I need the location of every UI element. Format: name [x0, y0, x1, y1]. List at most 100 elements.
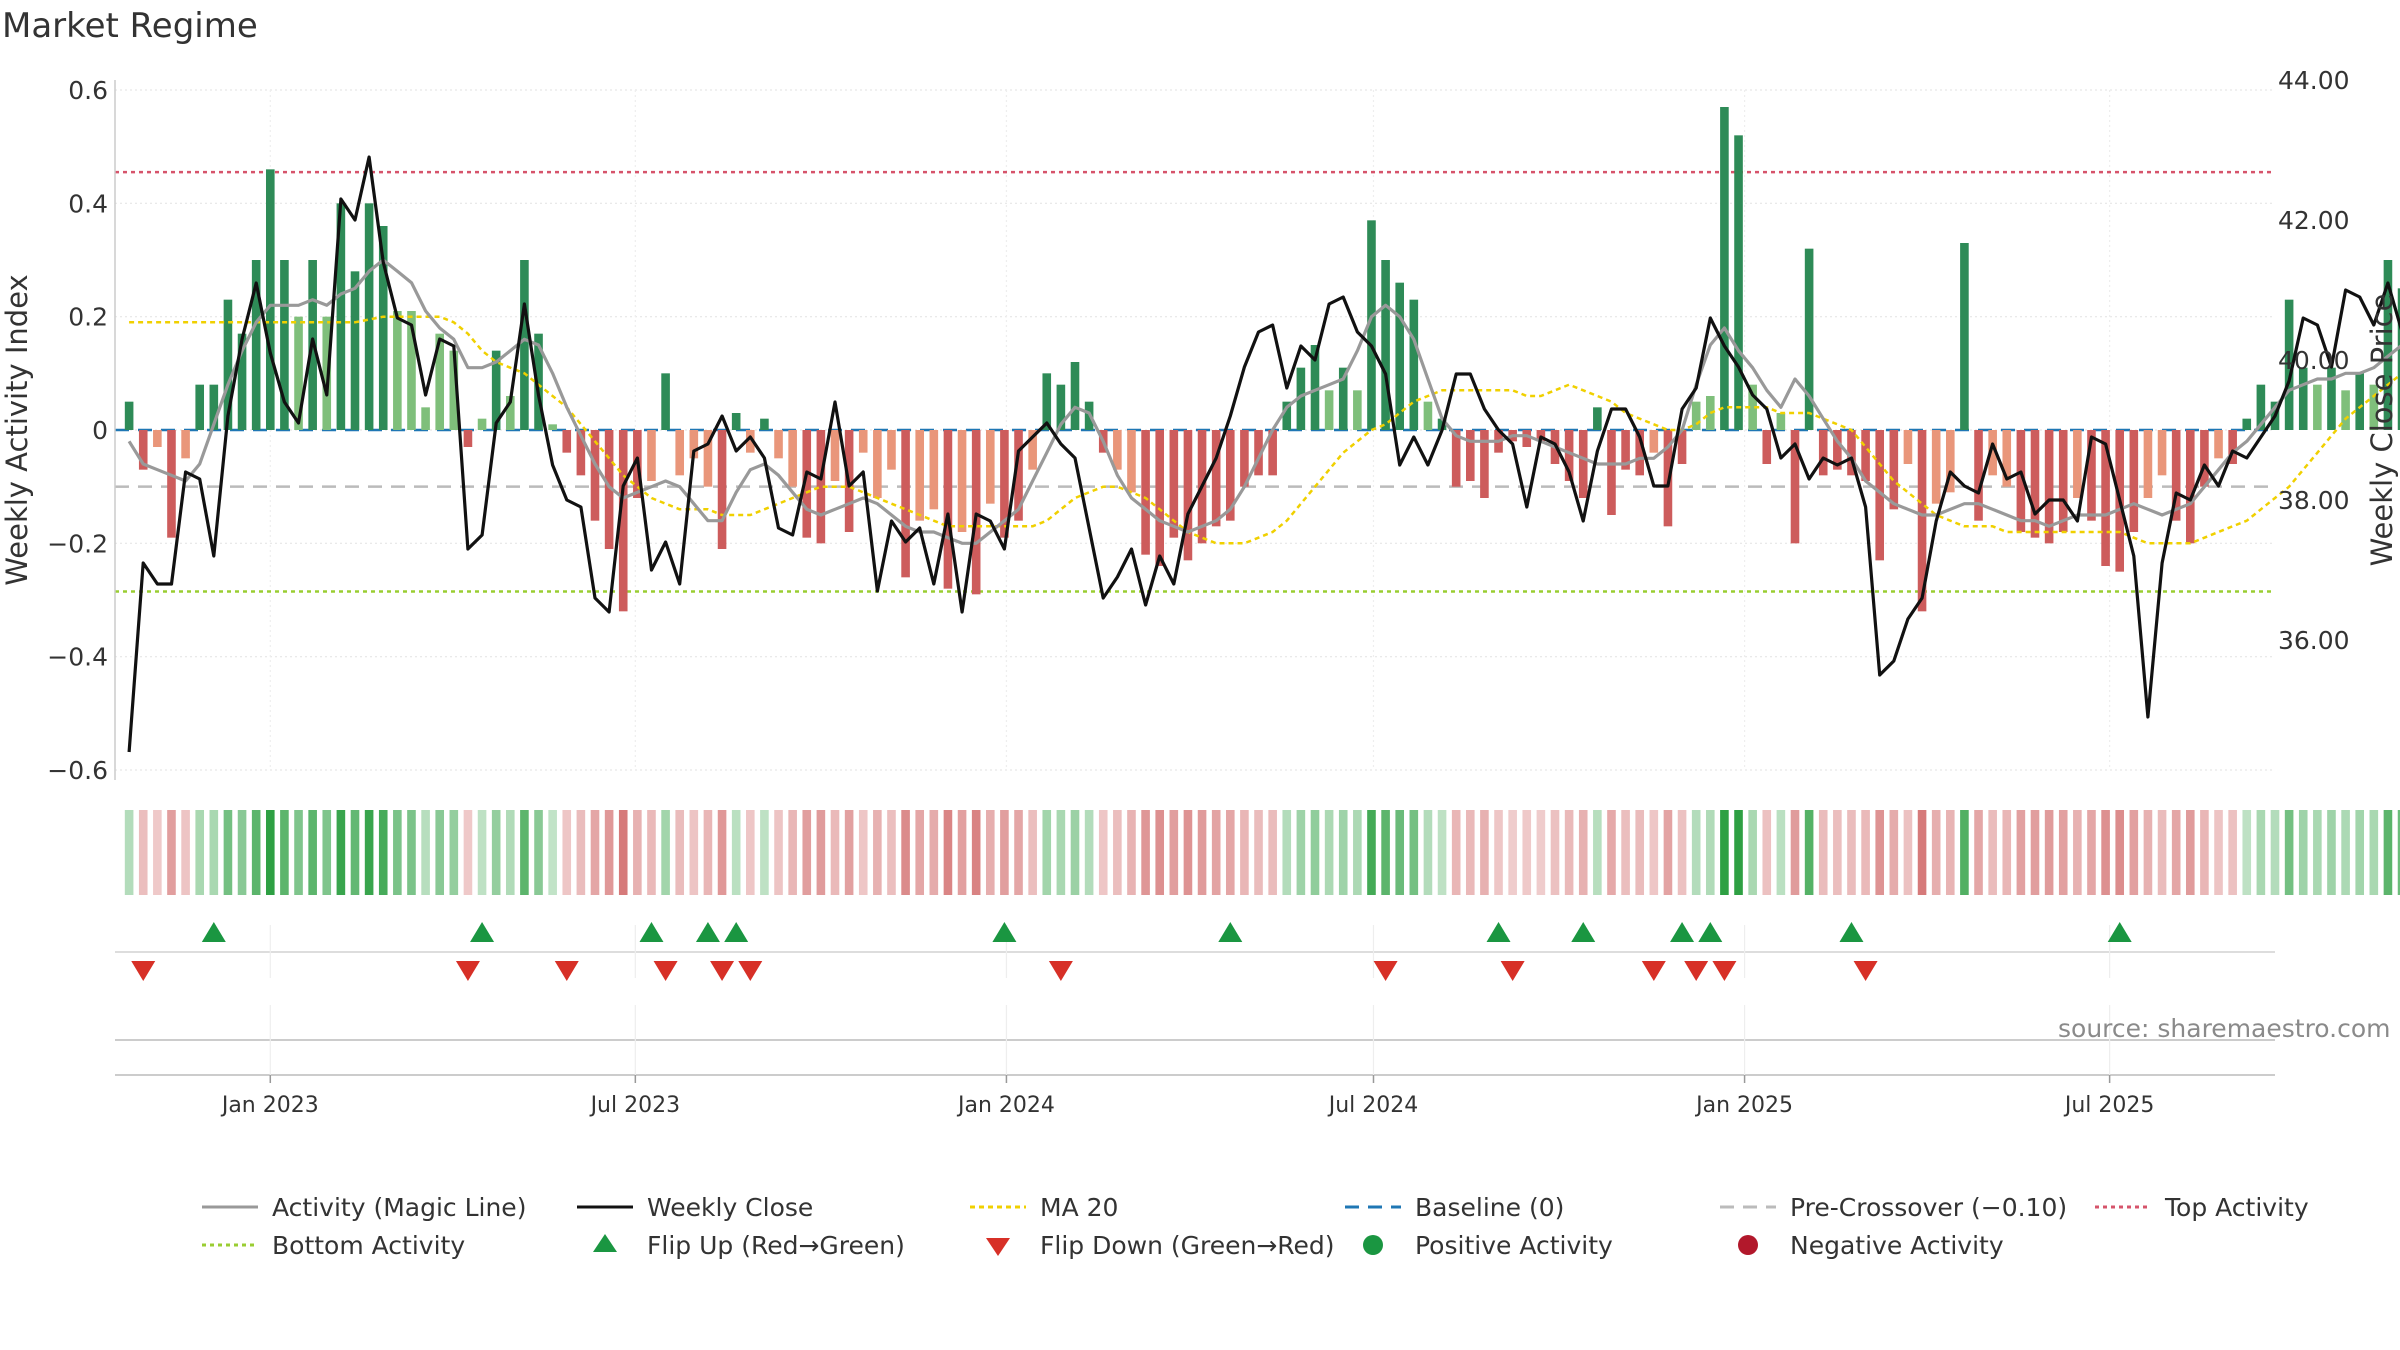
- activity-bar: [1847, 430, 1856, 476]
- y-left-tick-label: 0.6: [68, 76, 108, 105]
- flip-up-marker: [1698, 922, 1723, 942]
- y-axis-left-label: Weekly Activity Index: [0, 274, 34, 585]
- regime-strip-cell: [1240, 810, 1249, 895]
- regime-strip-cell: [2256, 810, 2266, 895]
- activity-bar: [1960, 243, 1969, 430]
- regime-strip-cell: [717, 810, 727, 895]
- regime-strip-cell: [633, 810, 642, 895]
- activity-bar: [1861, 430, 1870, 481]
- regime-strip-cell: [1564, 810, 1574, 895]
- regime-strip-cell: [788, 810, 797, 895]
- regime-strip-cell: [1804, 810, 1814, 895]
- activity-bar: [2214, 430, 2223, 459]
- regime-strip-cell: [1903, 810, 1913, 895]
- regime-strip-cell: [703, 810, 713, 895]
- flip-down-marker: [1373, 961, 1398, 981]
- regime-strip-cell: [2298, 810, 2308, 895]
- activity-bar: [1042, 373, 1052, 430]
- activity-bar: [745, 430, 755, 453]
- flip-up-marker: [201, 922, 226, 942]
- x-tick-label: Jul 2024: [1327, 1093, 1419, 1118]
- activity-bar: [1296, 367, 1306, 430]
- activity-bar: [336, 203, 346, 430]
- x-tick-label: Jan 2025: [1694, 1093, 1793, 1118]
- source-credit: source: sharemaestro.com: [2058, 1014, 2391, 1043]
- flipdown-legend-symbol: [986, 1238, 1010, 1256]
- legend-item-flipdown: Flip Down (Green→Red): [968, 1228, 1335, 1262]
- y-left-tick-label: −0.2: [47, 529, 108, 558]
- activity-bar: [153, 430, 162, 447]
- activity-bar: [477, 418, 487, 430]
- activity-bar: [2313, 384, 2322, 430]
- flip-up-marker: [724, 922, 749, 942]
- legend-label: Flip Up (Red→Green): [647, 1230, 905, 1260]
- activity-bar: [774, 430, 783, 459]
- close-legend-symbol: [577, 1205, 633, 1209]
- regime-strip-cell: [322, 810, 332, 895]
- pre-legend-symbol: [1720, 1205, 1776, 1209]
- regime-strip-cell: [2228, 810, 2237, 895]
- activity-bar: [1691, 401, 1701, 430]
- activity-bar: [1804, 248, 1814, 430]
- activity-bar: [124, 401, 134, 430]
- regime-strip-cell: [1056, 810, 1066, 895]
- regime-strip-cell: [1338, 810, 1348, 895]
- activity-bar: [1028, 430, 1037, 470]
- activity-bar: [1282, 401, 1292, 430]
- activity-bar: [618, 430, 628, 612]
- activity-bar: [689, 430, 699, 459]
- regime-strip-cell: [2355, 810, 2365, 895]
- activity-bar: [703, 430, 713, 487]
- regime-strip-cell: [1282, 810, 1292, 895]
- regime-strip-cell: [1000, 810, 1009, 895]
- regime-strip: [124, 810, 2400, 895]
- regime-strip-cell: [124, 810, 134, 895]
- flip-up-marker: [1839, 922, 1864, 942]
- activity-bar: [1070, 362, 1080, 430]
- regime-strip-cell: [2313, 810, 2322, 895]
- regime-strip-cell: [336, 810, 346, 895]
- activity-bar: [1465, 430, 1475, 481]
- regime-strip-cell: [675, 810, 685, 895]
- regime-strip-cell: [943, 810, 953, 895]
- legend-item-bottom: Bottom Activity: [200, 1228, 465, 1262]
- y-right-tick-label: 44.00: [2278, 66, 2350, 95]
- regime-strip-cell: [1310, 810, 1320, 895]
- regime-strip-cell: [915, 810, 925, 895]
- regime-strip-cell: [1677, 810, 1687, 895]
- regime-strip-cell: [562, 810, 572, 895]
- activity-bar: [1931, 430, 1941, 504]
- regime-strip-cell: [2101, 810, 2110, 895]
- activity-bar: [1367, 220, 1376, 430]
- activity-bar: [590, 430, 600, 521]
- activity-bar: [1974, 430, 1983, 521]
- regime-strip-cell: [1705, 810, 1715, 895]
- regime-strip-cell: [2115, 810, 2125, 895]
- activity-bar: [816, 430, 826, 544]
- flipup-legend-symbol: [593, 1234, 617, 1252]
- activity-bar: [1903, 430, 1913, 464]
- activity-bar: [957, 430, 967, 532]
- y-left-tick-label: 0: [92, 416, 108, 445]
- regime-strip-cell: [1748, 810, 1757, 895]
- chart-title: Market Regime: [2, 6, 258, 46]
- regime-strip-cell: [1028, 810, 1037, 895]
- activity-bar: [2228, 430, 2237, 464]
- activity-bar: [2341, 390, 2350, 430]
- legend-item-pos: Positive Activity: [1343, 1228, 1613, 1262]
- bottom-legend-symbol: [202, 1243, 258, 1247]
- regime-strip-cell: [350, 810, 360, 895]
- flip-down-marker: [455, 961, 480, 981]
- regime-strip-cell: [689, 810, 699, 895]
- neg-legend-symbol: [1738, 1235, 1758, 1255]
- regime-strip-cell: [1353, 810, 1362, 895]
- regime-strip-cell: [1776, 810, 1786, 895]
- regime-strip-cell: [1225, 810, 1235, 895]
- activity-bar: [1183, 430, 1193, 561]
- regime-strip-cell: [731, 810, 741, 895]
- regime-strip-cell: [618, 810, 628, 895]
- regime-strip-cell: [477, 810, 487, 895]
- regime-strip-cell: [1141, 810, 1150, 895]
- regime-strip-cell: [1847, 810, 1856, 895]
